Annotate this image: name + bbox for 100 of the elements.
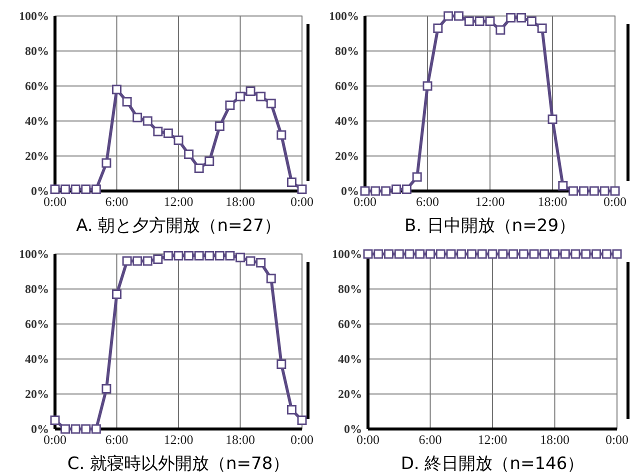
- x-tick-label: 12:00: [478, 432, 508, 447]
- point: [153, 254, 163, 264]
- x-tick-label: 6:00: [105, 432, 128, 447]
- x-tick-label: 0:00: [605, 432, 629, 447]
- x-tick-label: 12:00: [164, 194, 194, 209]
- point: [60, 424, 70, 434]
- point: [246, 86, 256, 96]
- point: [558, 181, 568, 190]
- point: [464, 16, 474, 26]
- y-tick-label: 80%: [25, 282, 49, 296]
- point: [433, 24, 443, 33]
- point: [142, 116, 152, 126]
- point: [392, 184, 401, 194]
- point: [132, 256, 142, 266]
- point: [506, 13, 516, 22]
- point: [412, 172, 422, 182]
- point: [548, 114, 558, 124]
- point: [589, 186, 599, 196]
- point: [225, 251, 235, 260]
- y-tick-label: 60%: [25, 317, 49, 332]
- y-tick-label: 40%: [25, 352, 49, 366]
- point: [184, 150, 194, 159]
- point: [276, 360, 286, 369]
- point: [163, 128, 173, 138]
- point: [444, 11, 454, 21]
- point: [225, 100, 235, 110]
- point: [132, 112, 142, 122]
- point: [214, 251, 224, 260]
- point: [579, 186, 588, 196]
- y-tick-label: 100%: [19, 247, 49, 262]
- point: [297, 184, 307, 194]
- point: [174, 136, 184, 145]
- y-tick-label: 20%: [25, 149, 49, 164]
- y-tick-label: 80%: [338, 282, 362, 296]
- point: [402, 184, 412, 194]
- point: [204, 156, 214, 166]
- point: [236, 252, 245, 262]
- x-tick-label: 18:00: [540, 432, 570, 447]
- text: A. 朝と夕方開放（n=27）: [76, 216, 281, 236]
- point: [70, 424, 80, 434]
- point: [496, 25, 506, 35]
- point: [112, 84, 122, 94]
- point: [266, 98, 276, 108]
- point: [194, 164, 204, 173]
- point: [194, 251, 204, 260]
- point: [122, 256, 132, 266]
- point: [70, 184, 80, 194]
- point: [246, 256, 256, 266]
- point: [600, 186, 610, 196]
- point: [485, 16, 495, 26]
- y-tick-label: 80%: [25, 44, 49, 58]
- point: [142, 256, 152, 266]
- point: [102, 384, 112, 394]
- point: [422, 81, 432, 91]
- point: [204, 251, 214, 260]
- point: [297, 416, 307, 425]
- point: [256, 92, 266, 102]
- point: [163, 251, 173, 260]
- point: [81, 184, 91, 194]
- x-tick-label: 0:00: [290, 194, 314, 209]
- text: C. 就寝時以外開放（n=78）: [67, 454, 290, 474]
- point: [50, 416, 60, 425]
- point: [112, 290, 122, 299]
- text: D. 終日開放（n=146）: [400, 454, 584, 474]
- x-tick-label: 6:00: [105, 194, 128, 209]
- point: [516, 13, 526, 22]
- point: [81, 424, 91, 434]
- point: [286, 178, 296, 187]
- y-tick-label: 60%: [335, 79, 359, 94]
- x-tick-label: 12:00: [475, 194, 505, 209]
- point: [276, 130, 286, 140]
- x-tick-label: 0:00: [603, 194, 627, 209]
- y-tick-label: 40%: [335, 114, 359, 128]
- point: [122, 97, 132, 106]
- point: [153, 126, 163, 136]
- point: [370, 186, 380, 196]
- point: [102, 158, 112, 168]
- y-tick-label: 100%: [332, 247, 362, 262]
- y-tick-label: 20%: [335, 149, 359, 164]
- point: [184, 251, 194, 260]
- y-tick-label: 40%: [25, 114, 49, 128]
- x-tick-label: 18:00: [225, 194, 256, 209]
- point: [236, 92, 245, 102]
- point: [91, 184, 101, 194]
- x-tick-label: 12:00: [164, 432, 194, 447]
- point: [537, 24, 547, 33]
- point: [568, 186, 578, 196]
- y-tick-label: 100%: [19, 9, 49, 24]
- point: [610, 186, 620, 196]
- y-tick-label: 60%: [25, 79, 49, 94]
- point: [454, 11, 464, 21]
- y-tick-label: 60%: [338, 317, 362, 332]
- point: [266, 274, 276, 284]
- point: [526, 16, 536, 26]
- x-tick-label: 6:00: [418, 432, 442, 447]
- point: [214, 122, 224, 131]
- point: [91, 424, 101, 434]
- x-tick-label: 6:00: [416, 194, 440, 209]
- point: [256, 258, 266, 268]
- y-tick-label: 20%: [338, 387, 362, 402]
